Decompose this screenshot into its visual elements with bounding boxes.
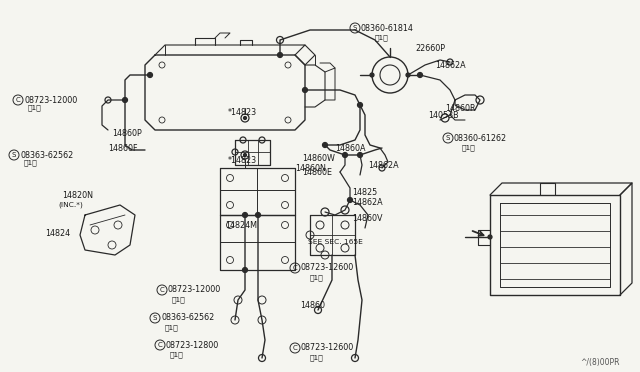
Circle shape <box>255 212 260 218</box>
Circle shape <box>348 198 353 202</box>
Text: (INC.*): (INC.*) <box>58 202 83 208</box>
Circle shape <box>358 153 362 157</box>
Circle shape <box>243 267 248 273</box>
Text: 14860P: 14860P <box>112 128 141 138</box>
Text: 08723-12800: 08723-12800 <box>166 340 220 350</box>
Text: S: S <box>353 25 357 31</box>
Text: 08363-62562: 08363-62562 <box>161 314 214 323</box>
Text: 〈1〉: 〈1〉 <box>310 355 324 361</box>
Text: 14860V: 14860V <box>352 214 383 222</box>
Circle shape <box>406 73 410 77</box>
Text: 22660P: 22660P <box>415 44 445 52</box>
Text: 08723-12000: 08723-12000 <box>168 285 221 295</box>
Text: 14824M: 14824M <box>225 221 257 230</box>
Text: S: S <box>153 315 157 321</box>
Text: 〈1〉: 〈1〉 <box>172 297 186 303</box>
Circle shape <box>278 52 282 58</box>
Text: S: S <box>12 152 16 158</box>
Text: SEE SEC. 165E: SEE SEC. 165E <box>308 239 363 245</box>
Text: 〈1〉: 〈1〉 <box>462 145 476 151</box>
Text: C: C <box>292 265 298 271</box>
Text: 14860W: 14860W <box>302 154 335 163</box>
Circle shape <box>417 73 422 77</box>
Circle shape <box>370 73 374 77</box>
Text: 〈1〉: 〈1〉 <box>24 160 38 166</box>
Text: 14824: 14824 <box>45 228 70 237</box>
Text: C: C <box>292 345 298 351</box>
Text: S: S <box>446 135 450 141</box>
Text: 〈1〉: 〈1〉 <box>375 35 388 41</box>
Text: 14820N: 14820N <box>62 190 93 199</box>
Text: 14862A: 14862A <box>435 61 466 70</box>
Text: 14053B: 14053B <box>428 110 459 119</box>
Circle shape <box>243 154 246 157</box>
Circle shape <box>342 153 348 157</box>
Circle shape <box>243 212 248 218</box>
Text: C: C <box>159 287 164 293</box>
Text: 08723-12000: 08723-12000 <box>24 96 77 105</box>
Text: 08360-61814: 08360-61814 <box>361 23 414 32</box>
Text: 14862A: 14862A <box>368 160 399 170</box>
Text: *14823: *14823 <box>228 155 257 164</box>
Text: 14825: 14825 <box>352 187 377 196</box>
Text: 14860A: 14860A <box>335 144 365 153</box>
Text: C: C <box>15 97 20 103</box>
Text: ^/(8)00PR: ^/(8)00PR <box>580 357 620 366</box>
Text: 14860E: 14860E <box>302 167 332 176</box>
Text: *14823: *14823 <box>228 108 257 116</box>
Text: 14860R: 14860R <box>445 103 476 112</box>
Text: 08360-61262: 08360-61262 <box>454 134 507 142</box>
Text: 14862A: 14862A <box>352 198 383 206</box>
Text: 14860N: 14860N <box>295 164 326 173</box>
Circle shape <box>488 235 492 239</box>
Circle shape <box>147 73 152 77</box>
Circle shape <box>323 142 328 148</box>
Text: 08363-62562: 08363-62562 <box>20 151 73 160</box>
Text: 14860: 14860 <box>300 301 325 310</box>
Text: 08723-12600: 08723-12600 <box>301 343 355 353</box>
Text: C: C <box>157 342 163 348</box>
Text: 〈1〉: 〈1〉 <box>170 352 184 358</box>
Text: 〈1〉: 〈1〉 <box>28 105 42 111</box>
Text: 08723-12600: 08723-12600 <box>301 263 355 273</box>
Circle shape <box>243 116 246 119</box>
Circle shape <box>358 103 362 108</box>
Circle shape <box>122 97 127 103</box>
Circle shape <box>303 87 307 93</box>
Text: 14860F: 14860F <box>108 144 138 153</box>
Text: 〈1〉: 〈1〉 <box>310 275 324 281</box>
Text: 〈1〉: 〈1〉 <box>165 325 179 331</box>
